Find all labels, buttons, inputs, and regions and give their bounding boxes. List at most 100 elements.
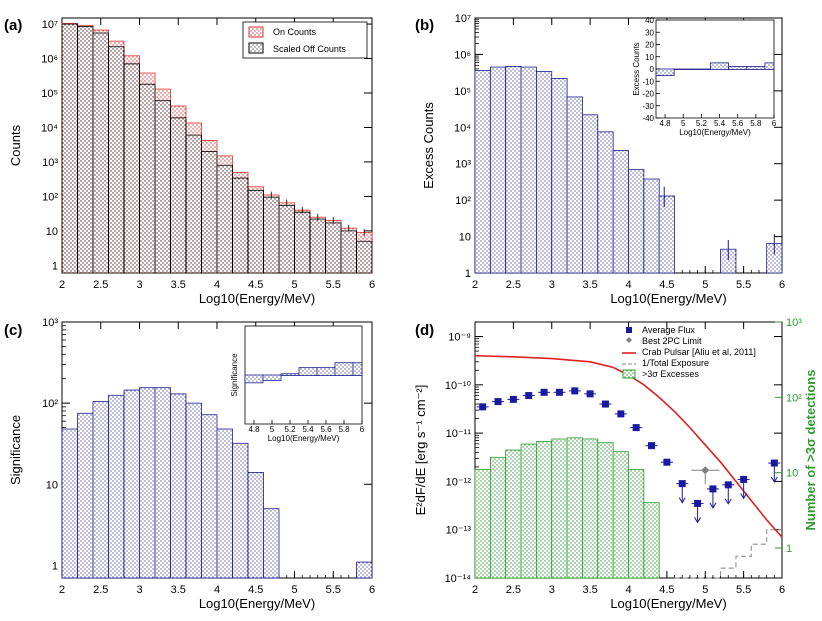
inset-x-axis-label: Log10(Energy/MeV) [679, 128, 751, 137]
inset-bar [262, 374, 282, 381]
legend-swatch-3sigma [622, 369, 636, 379]
upper-limit-arrowhead [770, 476, 778, 484]
upper-limit-arrowhead [709, 502, 717, 509]
y-tick-label: 1 [465, 268, 471, 280]
legend-swatch-off [248, 42, 264, 54]
panel-a: 2 2.5 3 3.5 4 4.5 5 5.5 6 1 10 10² 10³ 10⁴ 10⁵ 10⁶ 10⁷ Lo… [4, 17, 375, 306]
average-flux-point [724, 481, 732, 489]
average-flux-point [632, 424, 640, 432]
panel-label: (c) [4, 322, 22, 339]
detections-bar [612, 451, 629, 579]
y-tick-label: 10⁶ [454, 49, 471, 61]
detections-bar [536, 441, 553, 579]
average-flux-point [571, 387, 579, 395]
x-tick-label: 6 [779, 584, 785, 596]
off-counts-bar [185, 134, 202, 274]
x-tick-label: 5.5 [736, 584, 751, 596]
average-flux-point [540, 388, 548, 396]
x-axis-label: Log10(Energy/MeV) [199, 596, 315, 611]
x-tick-label: 2.5 [93, 279, 108, 291]
y-tick-label: 10⁶ [41, 54, 58, 66]
x-tick-label: 4.5 [659, 279, 674, 291]
inset-y-tick-label: -20 [642, 90, 654, 99]
x-tick-label: 3.5 [171, 279, 186, 291]
inset-bar [746, 66, 766, 70]
inset-bar [673, 68, 693, 70]
detections-bar [551, 438, 568, 579]
y-tick-label: 10² [455, 195, 471, 207]
panel-c: 2 2.5 3 3.5 4 4.5 5 5.5 6 1 10 10² 10³ Log10(Energy/M… [4, 317, 375, 611]
panel-label: (d) [415, 322, 434, 339]
significance-bar [201, 414, 218, 579]
legend-label: Best 2PC Limit [642, 336, 702, 346]
detections-bar [520, 443, 537, 579]
x-tick-label: 4 [625, 584, 631, 596]
y-axis-label: E²dF/dE [erg s⁻¹ cm⁻²] [413, 385, 428, 516]
off-counts-bar [232, 177, 249, 274]
off-counts-bar [123, 63, 140, 274]
inset-y-tick-label: -40 [642, 114, 654, 123]
y-axis-label: Excess Counts [421, 102, 436, 189]
excess-counts-bar [597, 131, 614, 274]
excess-counts-bar [612, 150, 629, 274]
y-tick-label: 10⁵ [41, 88, 58, 100]
inset-x-tick-label: 5.4 [714, 119, 726, 128]
y-tick-label: 10⁻¹⁰ [445, 380, 472, 392]
inset-x-tick-label: 5.4 [302, 425, 314, 434]
significance-bar [139, 387, 156, 579]
legend-label: Crab Pulsar [Aliu et al, 2011] [642, 347, 756, 357]
x-tick-label: 5 [291, 279, 297, 291]
x-tick-label: 3 [136, 584, 142, 596]
y-tick-label: 10 [459, 232, 471, 244]
off-counts-bar [263, 196, 280, 274]
y2-tick-label: 10 [786, 468, 798, 480]
excess-counts-bar [505, 65, 522, 274]
significance-bar [232, 442, 249, 579]
inset-x-tick-label: 5.8 [750, 119, 762, 128]
inset-bar [280, 373, 300, 376]
inset-x-axis-label: Log10(Energy/MeV) [268, 434, 340, 443]
significance-bar [61, 428, 78, 579]
inset-bar [710, 62, 730, 70]
significance-bar [185, 402, 202, 579]
detections-bar [643, 502, 660, 579]
detections-bar [597, 442, 614, 579]
legend-swatch-2pc [626, 337, 632, 343]
excess-counts-bar [643, 178, 660, 274]
y2-axis-label: Number of >3σ detections [803, 370, 818, 531]
average-flux-point [663, 458, 671, 466]
x-tick-label: 2 [59, 584, 65, 596]
excess-counts-bar [582, 114, 599, 274]
excess-counts-bar [474, 70, 491, 274]
inset-x-tick-label: 5.6 [732, 119, 744, 128]
x-tick-label: 5 [702, 584, 708, 596]
detections-bar [505, 449, 522, 579]
average-flux-point [694, 499, 702, 507]
inset-y-tick-label: -10 [642, 77, 654, 86]
average-flux-point [525, 392, 533, 400]
y2-tick-label: 10² [786, 392, 802, 404]
x-tick-label: 4 [625, 279, 631, 291]
y-tick-label: 1 [52, 560, 58, 572]
y-tick-label: 10⁷ [455, 13, 471, 25]
legend-label-on: On Counts [273, 27, 317, 37]
x-tick-label: 3.5 [582, 279, 597, 291]
inset-y-tick-label: 20 [645, 41, 654, 50]
significance-bar [154, 387, 171, 579]
legend-swatch-on [248, 26, 264, 38]
legend-label-off: Scaled Off Counts [273, 44, 346, 54]
x-tick-label: 3.5 [171, 584, 186, 596]
x-tick-label: 2 [59, 279, 65, 291]
x-axis-label: Log10(Energy/MeV) [199, 291, 315, 306]
inset-x-tick-label: 5.8 [338, 425, 350, 434]
detections-bar [628, 469, 645, 579]
inset-bar [298, 367, 318, 376]
average-flux-point [601, 400, 609, 408]
inset-y-tick-label: -30 [642, 102, 654, 111]
total-exposure-line [674, 529, 782, 579]
average-flux-point [709, 485, 717, 493]
y-tick-label: 10 [46, 226, 58, 238]
inset-bar [352, 362, 363, 376]
average-flux-point [770, 459, 778, 467]
